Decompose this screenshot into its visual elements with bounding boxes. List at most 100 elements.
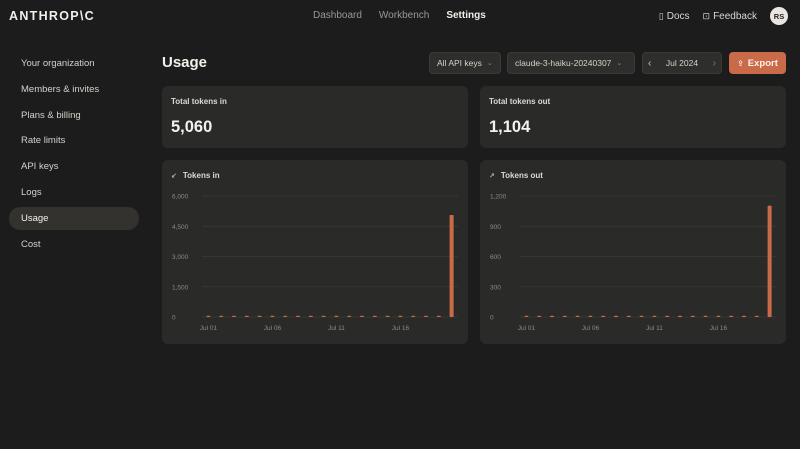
bar[interactable] (690, 315, 695, 317)
sidebar-item-billing[interactable]: Plans & billing (21, 109, 81, 121)
bar[interactable] (436, 315, 441, 317)
bar[interactable] (385, 315, 390, 317)
bar[interactable] (347, 315, 352, 317)
bar[interactable] (372, 315, 377, 317)
sidebar-item-usage[interactable]: Usage (9, 206, 139, 230)
bar[interactable] (639, 315, 644, 317)
x-tick-label: Jul 01 (200, 325, 218, 332)
tokens-out-chart-card: ↗ Tokens out 0 300 600 900 1,200 Jul 01 Jul 06… (480, 160, 786, 344)
tokens-out-stat-label: Total tokens out (489, 97, 551, 106)
export-label: Export (747, 57, 778, 69)
sidebar-item-api-keys[interactable]: API keys (21, 161, 59, 173)
prev-month-button[interactable]: ‹ (648, 57, 652, 69)
bar[interactable] (703, 315, 708, 317)
y-tick-label: 1,500 (172, 284, 189, 291)
bar[interactable] (411, 315, 416, 317)
bar[interactable] (575, 315, 580, 317)
bar[interactable] (244, 315, 249, 317)
model-dropdown[interactable]: claude-3-haiku-20240307 ⌄ (507, 52, 635, 74)
bar[interactable] (652, 315, 657, 317)
bar[interactable] (270, 315, 275, 317)
sidebar-item-rate-limits[interactable]: Rate limits (21, 135, 66, 147)
chevron-down-icon: ⌄ (616, 60, 623, 67)
tokens-out-chart-title: ↗ Tokens out (489, 171, 543, 180)
bar[interactable] (614, 315, 618, 317)
tokens-out-chart-title-label: Tokens out (500, 171, 543, 180)
bar[interactable] (219, 315, 224, 317)
next-month-button[interactable]: › (712, 57, 716, 69)
bar[interactable] (296, 315, 300, 317)
document-icon: ▯ (658, 10, 664, 21)
bar[interactable] (206, 315, 211, 317)
bar[interactable] (537, 315, 542, 317)
x-tick-label: Jul 11 (646, 325, 663, 332)
bar[interactable] (588, 315, 593, 317)
sidebar-item-members[interactable]: Members & invites (21, 83, 100, 95)
tokens-in-stat-card: Total tokens in 5,060 (162, 86, 468, 148)
month-label: Jul 2024 (665, 58, 699, 68)
feedback-label: Feedback (713, 10, 757, 22)
nav-workbench[interactable]: Workbench (378, 10, 430, 21)
api-keys-dropdown[interactable]: All API keys ⌄ (429, 52, 501, 74)
bar[interactable] (729, 315, 734, 317)
bar[interactable] (665, 315, 670, 317)
feedback-icon: ⊡ (702, 10, 711, 21)
x-tick-label: Jul 11 (328, 325, 345, 332)
settings-sidebar: Your organization Members & invites Plan… (9, 52, 139, 258)
export-icon: ⇪ (737, 58, 744, 68)
page-title: Usage (162, 54, 208, 71)
tokens-in-chart-title-label: Tokens in (182, 171, 220, 180)
sidebar-item-logs[interactable]: Logs (21, 186, 42, 198)
bar[interactable] (716, 315, 721, 317)
x-tick-label: Jul 01 (518, 325, 536, 332)
bar[interactable] (283, 315, 288, 317)
bar[interactable] (754, 315, 759, 317)
sidebar-item-organization[interactable]: Your organization (21, 58, 95, 69)
y-tick-label: 0 (490, 315, 494, 322)
x-tick-label: Jul 06 (582, 325, 600, 332)
bar[interactable] (562, 315, 567, 317)
tokens-out-stat-card: Total tokens out 1,104 (480, 86, 786, 148)
nav-dashboard[interactable]: Dashboard (313, 10, 362, 21)
bar[interactable] (550, 315, 554, 317)
y-tick-label: 300 (490, 284, 501, 291)
bar[interactable] (742, 315, 746, 317)
tokens-in-chart-title: ↙ Tokens in (171, 171, 220, 180)
bar[interactable] (678, 315, 682, 317)
bar[interactable] (334, 315, 339, 317)
brand-logo[interactable]: ANTHROP\C (9, 9, 96, 23)
main-nav: Dashboard Workbench Settings (313, 10, 503, 21)
chevron-down-icon: ⌄ (486, 60, 493, 67)
tokens-in-stat-label: Total tokens in (171, 97, 227, 106)
bar[interactable] (321, 315, 326, 317)
y-tick-label: 1,200 (490, 194, 507, 201)
y-tick-label: 4,500 (172, 224, 189, 231)
x-tick-label: Jul 16 (710, 325, 728, 332)
x-tick-label: Jul 06 (264, 325, 282, 332)
bar[interactable] (360, 315, 364, 317)
bar[interactable] (398, 315, 403, 317)
top-right-links: ▯ Docs ⊡ Feedback RS (659, 7, 788, 25)
arrow-up-right-icon: ↗ (489, 172, 495, 180)
bar[interactable] (524, 315, 529, 317)
bar[interactable] (601, 315, 606, 317)
y-tick-label: 900 (490, 224, 501, 231)
api-keys-dropdown-label: All API keys (437, 58, 482, 68)
bar[interactable] (308, 315, 313, 317)
sidebar-item-cost[interactable]: Cost (21, 238, 41, 250)
tokens-out-chart: 0 300 600 900 1,200 Jul 01 Jul 06 Jul 11 Jul 16 (490, 194, 776, 332)
nav-settings[interactable]: Settings (446, 10, 486, 21)
docs-link[interactable]: ▯ Docs (659, 11, 690, 22)
bar[interactable] (449, 214, 454, 317)
export-button[interactable]: ⇪ Export (729, 52, 786, 74)
bar[interactable] (232, 315, 236, 317)
tokens-in-stat-value: 5,060 (171, 118, 213, 136)
bar[interactable] (626, 315, 631, 317)
avatar[interactable]: RS (770, 7, 788, 25)
feedback-link[interactable]: ⊡ Feedback (703, 11, 757, 22)
tokens-out-stat-value: 1,104 (489, 118, 531, 136)
bar[interactable] (257, 315, 262, 317)
bar[interactable] (424, 315, 428, 317)
y-tick-label: 0 (172, 315, 176, 322)
bar[interactable] (767, 205, 772, 317)
